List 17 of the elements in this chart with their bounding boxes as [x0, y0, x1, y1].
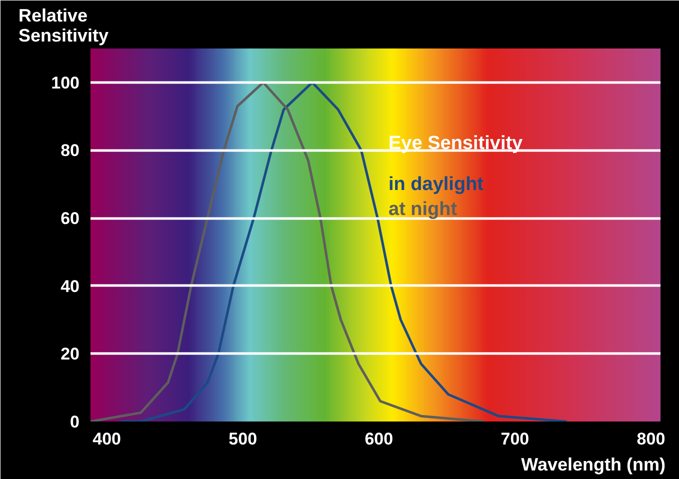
y-tick-label: 40	[60, 276, 80, 296]
y-tick-label: 80	[60, 141, 80, 160]
y-tick-label: 0	[70, 412, 80, 432]
y-tick-label: 60	[60, 209, 80, 228]
legend-title: Eye Sensitivity	[388, 133, 524, 154]
x-axis-title: Wavelength (nm)	[521, 454, 666, 474]
line-series	[119, 81, 568, 422]
x-tick-label: 500	[228, 430, 258, 448]
x-tick-label: 800	[636, 430, 666, 448]
x-tick-label: 400	[92, 430, 122, 448]
series-label: in daylight	[388, 174, 484, 195]
y-axis-title: Relative Sensitivity	[18, 6, 109, 46]
y-tick-label: 20	[60, 344, 80, 364]
y-tick-label: 100	[51, 73, 80, 92]
x-tick-label: 700	[500, 430, 530, 448]
text: at night	[388, 199, 458, 220]
x-tick-label: 600	[364, 430, 394, 448]
